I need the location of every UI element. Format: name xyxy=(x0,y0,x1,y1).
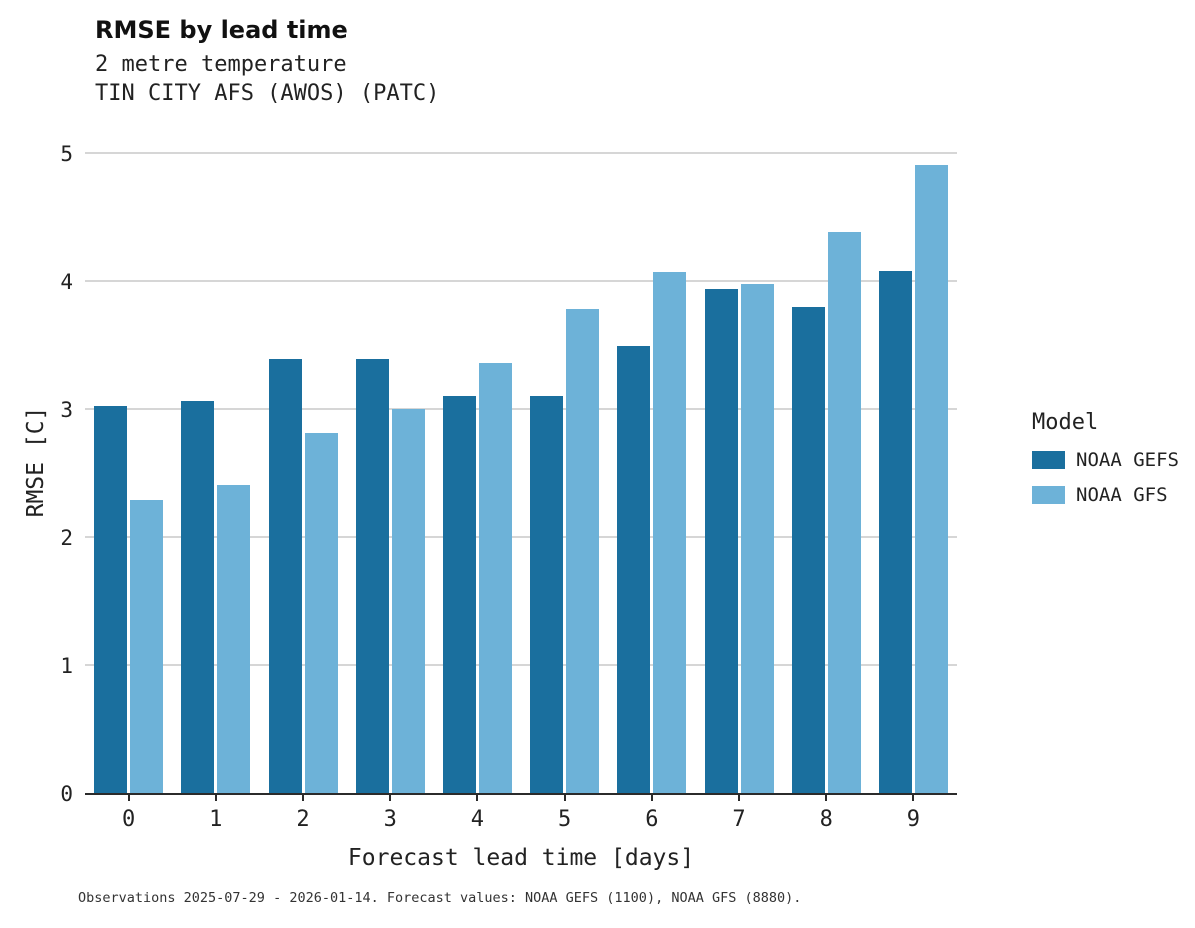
x-tick-label: 2 xyxy=(296,807,310,832)
bar-group xyxy=(608,153,695,793)
x-tick-cell: 6 xyxy=(608,795,695,832)
x-tick-mark xyxy=(563,795,566,801)
x-tick-mark xyxy=(214,795,217,801)
bar-noaa-gefs xyxy=(181,401,215,793)
legend-swatch-noaa-gfs xyxy=(1032,486,1065,504)
gridline xyxy=(85,664,957,666)
bar-noaa-gefs xyxy=(94,406,128,793)
x-axis-label: Forecast lead time [days] xyxy=(347,845,695,871)
x-tick-label: 4 xyxy=(470,807,485,832)
x-tick-mark xyxy=(389,795,392,801)
bar-noaa-gefs xyxy=(530,396,564,793)
bar-group xyxy=(85,153,172,793)
x-tick-mark xyxy=(127,795,130,801)
x-tick-cell: 4 xyxy=(434,795,521,832)
x-tick-mark xyxy=(825,795,828,801)
x-ticks: 0 1 2 3 4 5 6 7 8 9 xyxy=(85,795,957,832)
bar-group xyxy=(434,153,521,793)
bar-noaa-gfs xyxy=(304,433,338,793)
bar-noaa-gfs xyxy=(566,309,600,793)
bar-noaa-gefs xyxy=(442,396,476,793)
y-tick-label: 0 xyxy=(60,782,73,806)
bar-noaa-gefs xyxy=(791,306,825,793)
x-tick-mark xyxy=(650,795,653,801)
x-tick-cell: 7 xyxy=(695,795,782,832)
bar-noaa-gfs xyxy=(653,272,687,793)
x-tick-cell: 0 xyxy=(85,795,172,832)
legend-item-noaa-gefs: NOAA GEFS xyxy=(1032,449,1179,471)
chart-header: RMSE by lead time 2 metre temperature TI… xyxy=(95,16,439,108)
y-tick-label: 4 xyxy=(60,270,73,294)
y-tick-label: 3 xyxy=(60,398,73,422)
gridline xyxy=(85,408,957,410)
bar-noaa-gefs xyxy=(355,359,389,793)
x-tick-label: 9 xyxy=(906,807,921,832)
x-tick-label: 7 xyxy=(732,807,746,832)
x-tick-cell: 2 xyxy=(259,795,346,832)
bar-noaa-gfs xyxy=(478,362,512,793)
bar-group xyxy=(783,153,870,793)
bar-noaa-gefs xyxy=(617,346,651,793)
x-tick-mark xyxy=(302,795,304,801)
bar-noaa-gfs xyxy=(130,499,164,793)
gridline xyxy=(85,152,957,154)
chart-caption: Observations 2025-07-29 - 2026-01-14. Fo… xyxy=(78,890,802,906)
chart-title: RMSE by lead time xyxy=(95,16,348,44)
x-tick-cell: 5 xyxy=(521,795,608,832)
x-tick-mark xyxy=(738,795,741,801)
y-axis-label: RMSE [C] xyxy=(23,406,49,518)
x-tick-cell: 8 xyxy=(783,795,870,832)
x-tick-label: 1 xyxy=(209,807,223,832)
bar-noaa-gfs xyxy=(217,484,251,793)
chart-subtitle-station: TIN CITY AFS (AWOS) (PATC) xyxy=(95,81,440,106)
x-tick-cell: 3 xyxy=(347,795,434,832)
chart-subtitle-variable: 2 metre temperature xyxy=(95,52,347,77)
y-tick-label: 5 xyxy=(60,142,73,166)
x-tick-mark xyxy=(476,795,479,801)
bar-noaa-gfs xyxy=(914,164,948,793)
legend: Model NOAA GEFS NOAA GFS xyxy=(1032,410,1179,519)
x-tick-label: 8 xyxy=(819,807,833,832)
y-tick-label: 1 xyxy=(60,654,73,678)
bar-noaa-gefs xyxy=(878,270,912,793)
x-tick-label: 3 xyxy=(383,807,397,832)
gridline xyxy=(85,536,957,538)
bars-layer xyxy=(85,153,957,793)
legend-item-noaa-gfs: NOAA GFS xyxy=(1032,484,1179,506)
bar-group xyxy=(259,153,346,793)
x-tick-cell: 9 xyxy=(870,795,957,832)
bar-group xyxy=(695,153,782,793)
x-tick-label: 0 xyxy=(121,807,136,832)
bar-group xyxy=(870,153,957,793)
plot-area: 0 1 2 3 4 5 xyxy=(60,142,957,806)
legend-title: Model xyxy=(1032,410,1099,435)
bar-noaa-gefs xyxy=(268,359,302,793)
x-tick-cell: 1 xyxy=(172,795,259,832)
bar-noaa-gfs xyxy=(740,283,774,793)
gridline xyxy=(85,280,957,282)
legend-swatch-noaa-gefs xyxy=(1032,451,1065,469)
legend-label-noaa-gefs: NOAA GEFS xyxy=(1076,449,1179,471)
x-tick-mark xyxy=(912,795,915,801)
y-tick-label: 2 xyxy=(60,526,73,550)
x-tick-label: 5 xyxy=(557,807,572,832)
legend-label-noaa-gfs: NOAA GFS xyxy=(1076,484,1168,506)
bar-noaa-gfs xyxy=(827,232,861,793)
bar-noaa-gfs xyxy=(391,409,425,793)
bar-group xyxy=(172,153,259,793)
bar-group xyxy=(347,153,434,793)
bar-noaa-gefs xyxy=(704,288,738,793)
x-tick-label: 6 xyxy=(645,807,659,832)
bar-group xyxy=(521,153,608,793)
